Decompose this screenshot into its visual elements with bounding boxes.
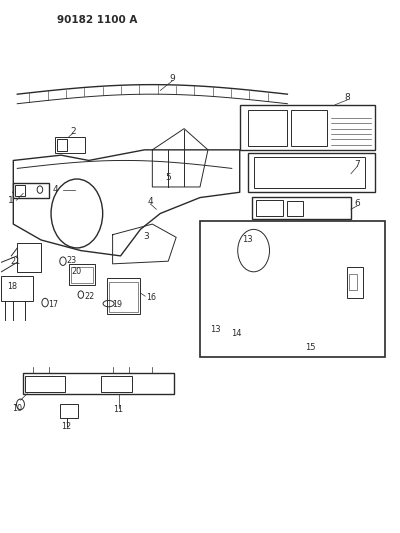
Text: 10: 10 bbox=[12, 404, 22, 413]
Text: 23: 23 bbox=[66, 256, 76, 265]
Bar bbox=[240, 105, 375, 150]
Text: 6: 6 bbox=[354, 199, 360, 208]
Bar bbox=[107, 278, 140, 314]
Bar bbox=[17, 243, 41, 272]
Bar bbox=[109, 282, 138, 312]
Bar bbox=[71, 267, 93, 283]
Text: 12: 12 bbox=[61, 422, 71, 431]
Bar bbox=[349, 274, 357, 290]
Bar bbox=[248, 110, 287, 146]
Bar bbox=[15, 185, 25, 196]
Text: 4: 4 bbox=[148, 197, 153, 206]
Bar bbox=[248, 152, 375, 192]
Text: 9: 9 bbox=[169, 74, 175, 83]
Text: 1: 1 bbox=[8, 196, 13, 205]
Text: 3: 3 bbox=[144, 232, 149, 241]
Text: 13: 13 bbox=[210, 325, 220, 334]
Text: 4: 4 bbox=[52, 185, 58, 194]
Bar bbox=[60, 405, 78, 418]
Bar bbox=[200, 221, 385, 357]
Text: 19: 19 bbox=[112, 300, 122, 309]
Bar bbox=[254, 157, 365, 188]
Text: 16: 16 bbox=[146, 293, 156, 302]
Text: 20: 20 bbox=[71, 268, 81, 276]
Bar bbox=[25, 376, 65, 392]
Bar bbox=[252, 197, 351, 219]
Text: 7: 7 bbox=[354, 160, 360, 169]
Text: 15: 15 bbox=[305, 343, 316, 352]
Text: 8: 8 bbox=[344, 93, 350, 102]
Text: 2: 2 bbox=[70, 127, 76, 136]
Bar bbox=[287, 201, 303, 216]
Bar bbox=[69, 264, 95, 285]
Text: 18: 18 bbox=[8, 282, 18, 291]
Text: 22: 22 bbox=[85, 292, 95, 301]
Bar bbox=[55, 136, 85, 152]
Bar bbox=[347, 266, 363, 298]
Text: 13: 13 bbox=[242, 236, 253, 245]
Text: 5: 5 bbox=[165, 173, 171, 182]
Bar bbox=[1, 276, 33, 301]
Bar bbox=[23, 373, 174, 394]
Bar bbox=[57, 139, 67, 151]
Bar bbox=[256, 200, 284, 216]
Text: 21: 21 bbox=[10, 257, 20, 265]
Text: 11: 11 bbox=[114, 405, 124, 414]
Bar bbox=[291, 110, 327, 146]
Bar bbox=[101, 376, 132, 392]
Bar bbox=[13, 183, 49, 198]
Text: 90182 1100 A: 90182 1100 A bbox=[57, 15, 137, 25]
Text: 14: 14 bbox=[231, 329, 242, 338]
Text: 17: 17 bbox=[48, 300, 58, 309]
